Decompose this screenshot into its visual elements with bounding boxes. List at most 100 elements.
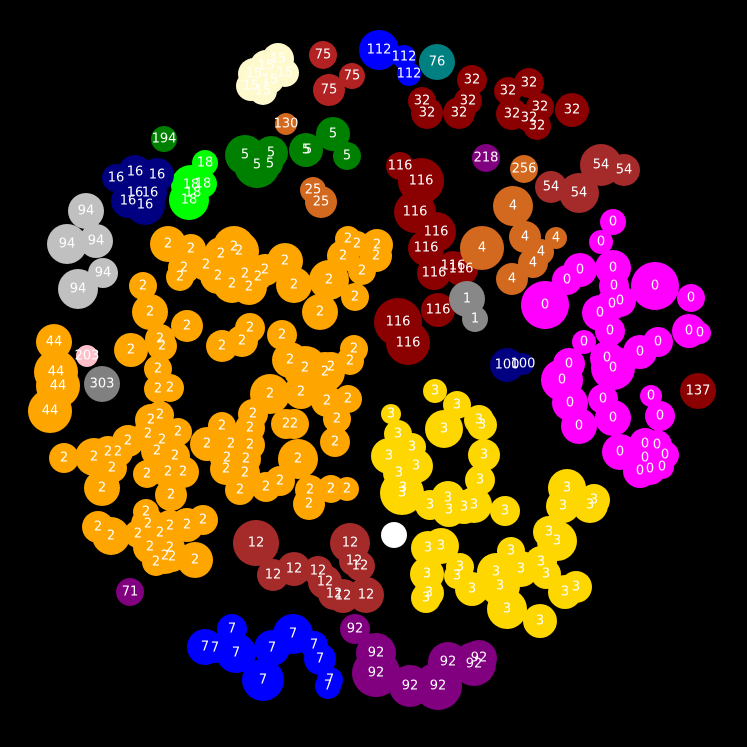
bubble-cluster-194 xyxy=(151,126,177,152)
bubble-cluster-100 xyxy=(512,353,534,375)
bubble-cluster-92 xyxy=(414,662,462,710)
bubble-cluster-54 xyxy=(559,173,599,213)
bubble-cluster-92 xyxy=(340,614,370,644)
bubble-cluster-44 xyxy=(36,324,72,360)
bubble-cluster-3 xyxy=(468,439,500,471)
bubble-cluster-12 xyxy=(345,551,375,581)
bubble-cluster-2 xyxy=(251,472,281,502)
bubble-cluster-32 xyxy=(523,112,551,140)
bubble-cluster-15 xyxy=(249,77,277,105)
bubble-cluster-12 xyxy=(348,577,384,613)
bubble-cluster-2 xyxy=(225,475,255,505)
bubble-cluster-5 xyxy=(333,142,361,170)
bubble-cluster-2 xyxy=(302,294,338,330)
bubble-cluster-137 xyxy=(680,373,716,409)
bubble-cluster-0 xyxy=(589,230,613,254)
bubble-cluster-2 xyxy=(84,470,120,506)
bubble-cluster-54 xyxy=(608,154,640,186)
bubble-cluster-2 xyxy=(49,443,79,473)
bubble-cluster-3 xyxy=(411,583,441,613)
bubble-cluster-7 xyxy=(315,673,341,699)
bubble-cluster-5 xyxy=(257,151,283,177)
bubble-cluster-2 xyxy=(188,505,218,535)
bubble-cluster-2 xyxy=(320,427,350,457)
bubble-cluster-4 xyxy=(496,263,528,295)
bubble-cluster-2 xyxy=(129,272,157,300)
bubble-cluster-112 xyxy=(397,62,421,86)
bubble-cluster-3 xyxy=(425,410,463,448)
bubble-cluster-94 xyxy=(79,224,113,258)
bubble-cluster-32 xyxy=(494,77,522,105)
bubble-cluster-71 xyxy=(116,578,144,606)
bubble-cluster-303 xyxy=(84,366,120,402)
bubble-cluster-3 xyxy=(380,471,424,515)
bubble-cluster-2 xyxy=(92,517,130,555)
bubble-cluster-116 xyxy=(386,321,430,365)
bubble-cluster-3 xyxy=(487,589,527,629)
bubble-cluster-0 xyxy=(595,400,631,436)
bubble-cluster-2 xyxy=(316,352,346,382)
bubble-cluster-2 xyxy=(177,542,213,578)
bubble-cluster-0 xyxy=(561,408,597,444)
bubble-cluster-3 xyxy=(423,379,447,403)
bubble-cluster-16 xyxy=(125,185,165,225)
bubble-cluster-0 xyxy=(591,346,635,390)
bubble-cluster-44 xyxy=(28,389,72,433)
bubble-cluster-3 xyxy=(381,404,401,424)
bubble-cluster-7 xyxy=(254,630,290,666)
bubble-cluster-2 xyxy=(309,260,349,300)
bubble-cluster-2 xyxy=(335,477,359,501)
bubble-cluster-2 xyxy=(132,294,168,330)
bubble-cluster-2 xyxy=(284,375,318,409)
bubble-cluster-2 xyxy=(171,310,203,342)
bubble-cluster-116 xyxy=(421,293,455,327)
bubble-cluster-3 xyxy=(455,572,489,606)
bubble-cluster-203 xyxy=(76,345,98,367)
bubble-cluster-2 xyxy=(142,548,170,576)
bubble-cluster-0 xyxy=(623,454,657,488)
bubble-cluster-0 xyxy=(631,262,679,310)
bubble-cluster-7 xyxy=(216,633,256,673)
bubble-cluster-4 xyxy=(493,186,533,226)
bubble-cluster-12 xyxy=(277,552,311,586)
bubble-cluster-3 xyxy=(490,496,520,526)
bubble-cluster-130 xyxy=(275,113,297,135)
bubble-cluster-2 xyxy=(231,269,267,305)
bubble-cluster-94 xyxy=(68,193,104,229)
bubble-cluster-0 xyxy=(596,288,628,320)
bubble-cluster-7 xyxy=(242,659,284,701)
bubble-cluster-2 xyxy=(114,333,148,367)
bubble-cluster-2 xyxy=(293,488,325,520)
bubble-cluster-2 xyxy=(276,267,312,303)
bubble-cluster-0 xyxy=(650,455,674,479)
bubble-cluster-7 xyxy=(304,643,336,675)
bubble-cluster-18 xyxy=(169,180,209,220)
bubble-cluster-32 xyxy=(411,97,443,129)
bubble-cluster-3 xyxy=(467,410,497,440)
bubble-cluster-75 xyxy=(313,74,345,106)
bubble-cluster-75 xyxy=(309,41,337,69)
bubble-cluster-2 xyxy=(279,409,309,439)
bubble-cluster-218 xyxy=(472,144,500,172)
bubble-cluster-2 xyxy=(206,330,238,362)
bubble-cluster-2 xyxy=(323,405,351,433)
bubble-cluster-1 xyxy=(462,306,488,332)
bubble-cluster-0 xyxy=(521,281,569,329)
bubble-cluster-3 xyxy=(546,489,580,523)
bubble-cluster-0 xyxy=(645,401,675,431)
bubble-cluster-0 xyxy=(595,316,625,346)
bubble-cluster-2 xyxy=(147,331,177,361)
bubble-cluster-2 xyxy=(155,479,187,511)
bubble-cluster-32 xyxy=(443,97,475,129)
bubble-cluster-3 xyxy=(456,487,492,523)
bubble-cluster-unlabeled xyxy=(381,522,407,548)
bubble-cluster-2 xyxy=(341,283,369,311)
bubble-cluster-75 xyxy=(339,63,365,89)
bubble-cluster-116 xyxy=(417,256,451,290)
bubble-cluster-94 xyxy=(47,224,87,264)
bubble-cluster-2 xyxy=(156,374,184,402)
bubble-cluster-3 xyxy=(572,487,608,523)
bubble-cluster-0 xyxy=(677,284,705,312)
bubble-cluster-2 xyxy=(166,263,194,291)
